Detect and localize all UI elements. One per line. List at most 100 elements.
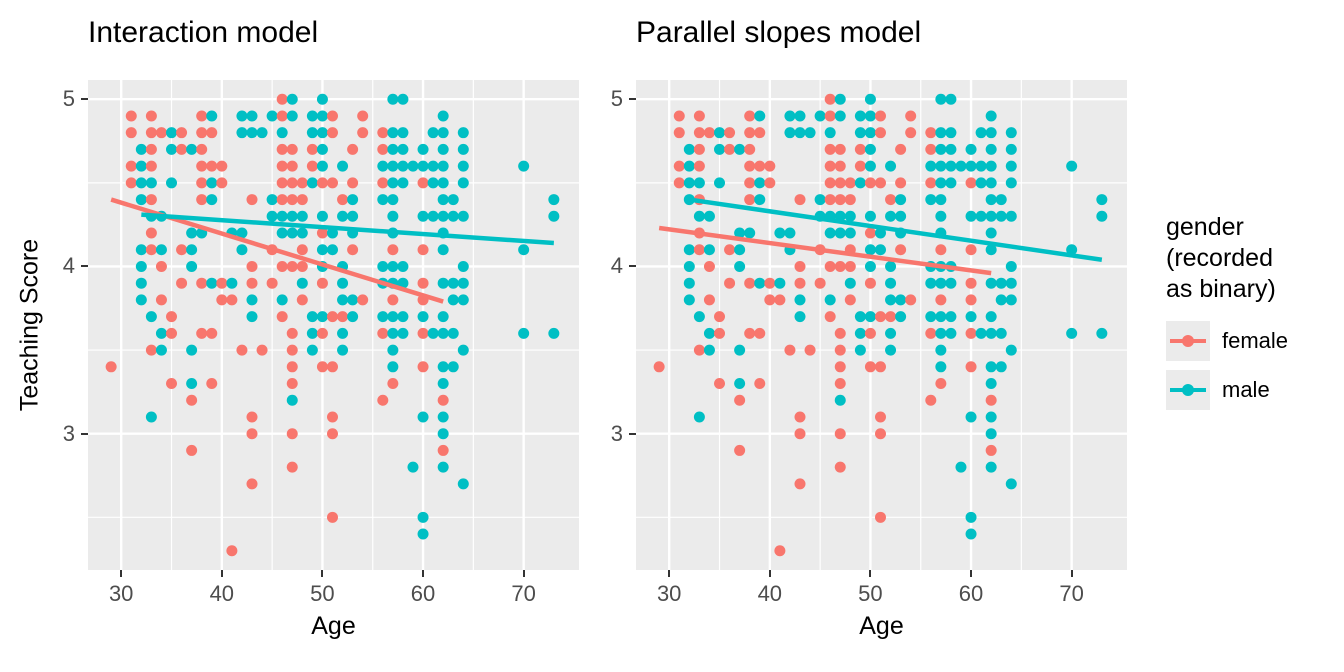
data-point-female (794, 411, 806, 423)
data-point-female (925, 177, 937, 189)
data-point-female (965, 327, 977, 339)
data-point-male (427, 210, 439, 222)
data-point-female (703, 260, 715, 272)
data-point-male (683, 177, 695, 189)
x-tick-label: 40 (757, 581, 783, 606)
data-point-male (246, 127, 258, 139)
data-point-male (935, 160, 947, 172)
data-point-female (296, 194, 308, 206)
data-point-female (764, 294, 776, 306)
data-point-male (347, 194, 359, 206)
data-point-male (935, 361, 947, 373)
data-point-male (885, 344, 897, 356)
data-point-female (196, 277, 208, 289)
data-point-female (824, 143, 836, 155)
data-point-male (844, 210, 856, 222)
data-point-male (337, 160, 349, 172)
data-point-male (437, 378, 449, 390)
data-point-male (236, 227, 248, 239)
data-point-male (985, 143, 997, 155)
data-point-male (457, 344, 469, 356)
legend-key-female: female (1166, 321, 1288, 361)
data-point-female (965, 277, 977, 289)
data-point-male (447, 194, 459, 206)
data-point-female (764, 277, 776, 289)
data-point-male (316, 160, 328, 172)
data-point-female (246, 194, 258, 206)
data-point-male (854, 344, 866, 356)
data-point-male (145, 177, 157, 189)
data-point-female (286, 378, 298, 390)
data-point-female (296, 244, 308, 256)
data-point-male (683, 294, 695, 306)
data-point-female (864, 361, 876, 373)
data-point-male (985, 194, 997, 206)
data-point-female (246, 260, 258, 272)
data-point-male (985, 210, 997, 222)
data-point-female (196, 194, 208, 206)
data-point-female (387, 244, 399, 256)
y-tick-mark (629, 432, 636, 435)
data-point-female (176, 127, 188, 139)
data-point-male (965, 143, 977, 155)
data-point-female (286, 260, 298, 272)
data-point-female (246, 277, 258, 289)
data-point-male (864, 210, 876, 222)
data-point-male (286, 110, 298, 122)
data-point-male (457, 260, 469, 272)
data-point-female (145, 127, 157, 139)
data-point-female (834, 194, 846, 206)
data-point-male (824, 127, 836, 139)
data-point-female (196, 127, 208, 139)
data-point-female (166, 378, 178, 390)
data-point-male (885, 260, 897, 272)
data-point-male (155, 344, 167, 356)
data-point-female (935, 244, 947, 256)
data-point-female (965, 177, 977, 189)
data-point-female (824, 311, 836, 323)
data-point-female (895, 244, 907, 256)
data-point-male (417, 511, 429, 523)
data-point-female (925, 394, 937, 406)
data-point-male (1066, 327, 1078, 339)
data-point-male (347, 311, 359, 323)
data-point-male (387, 361, 399, 373)
data-point-female (316, 361, 328, 373)
data-point-male (437, 277, 449, 289)
data-point-female (337, 194, 349, 206)
data-point-female (145, 194, 157, 206)
data-point-male (306, 311, 318, 323)
data-point-male (256, 127, 268, 139)
data-point-male (417, 411, 429, 423)
data-point-female (864, 277, 876, 289)
data-point-male (206, 177, 218, 189)
data-point-female (724, 244, 736, 256)
data-point-male (417, 311, 429, 323)
data-point-male (457, 160, 469, 172)
data-point-female (306, 143, 318, 155)
data-point-female (925, 143, 937, 155)
data-point-female (196, 160, 208, 172)
data-point-male (1005, 260, 1017, 272)
data-point-male (844, 277, 856, 289)
data-point-male (316, 244, 328, 256)
data-point-male (945, 277, 957, 289)
data-point-male (286, 227, 298, 239)
data-point-female (673, 177, 685, 189)
data-point-male (206, 110, 218, 122)
data-point-male (246, 294, 258, 306)
data-point-male (1096, 327, 1108, 339)
y-tick-label: 4 (610, 253, 623, 279)
data-point-female (935, 378, 947, 390)
data-point-male (397, 143, 409, 155)
data-point-male (955, 160, 967, 172)
data-point-female (673, 127, 685, 139)
data-point-male (427, 327, 439, 339)
data-point-male (417, 528, 429, 540)
data-point-female (834, 361, 846, 373)
data-point-female (905, 294, 917, 306)
data-point-male (1066, 160, 1078, 172)
data-point-female (744, 177, 756, 189)
x-tick-label: 30 (108, 581, 134, 606)
